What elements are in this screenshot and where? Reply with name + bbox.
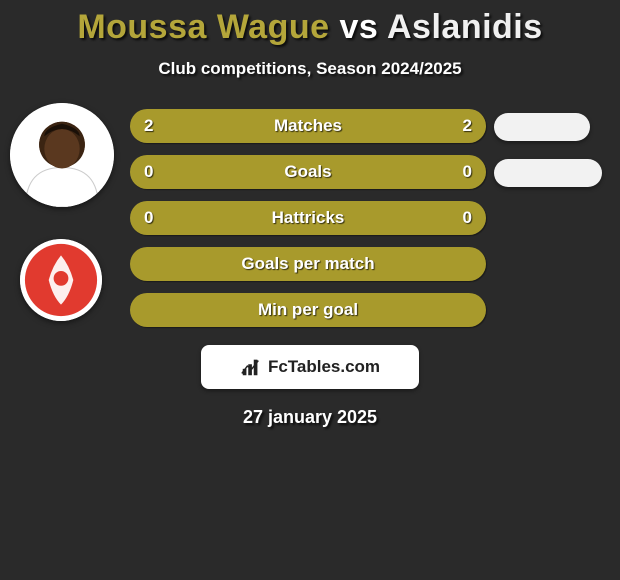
stat-label: Goals per match xyxy=(130,254,486,274)
source-badge: FcTables.com xyxy=(201,345,419,389)
stat-value-right: 0 xyxy=(454,208,472,228)
title-player2: Aslanidis xyxy=(387,8,543,46)
subtitle: Club competitions, Season 2024/2025 xyxy=(158,59,461,79)
bar-chart-icon xyxy=(240,356,262,378)
stat-value-left: 0 xyxy=(144,208,162,228)
player2-badge xyxy=(20,239,102,321)
stats-column: 2Matches20Goals00Hattricks0Goals per mat… xyxy=(130,109,490,327)
stat-label: Matches xyxy=(130,116,486,136)
stat-pill-min-per-goal: Min per goal xyxy=(130,293,486,327)
stat-value-left: 2 xyxy=(144,116,162,136)
right-ovals-column xyxy=(490,109,610,327)
date-label: 27 january 2025 xyxy=(243,407,377,428)
player2-indicator-1 xyxy=(494,159,602,187)
comparison-card: Moussa Wague vs Aslanidis Club competiti… xyxy=(0,0,620,580)
stat-value-left: 0 xyxy=(144,162,162,182)
stat-value-right: 2 xyxy=(454,116,472,136)
source-badge-text: FcTables.com xyxy=(268,357,380,377)
main-row: 2Matches20Goals00Hattricks0Goals per mat… xyxy=(0,109,620,327)
stat-label: Hattricks xyxy=(130,208,486,228)
stat-value-right: 0 xyxy=(454,162,472,182)
stat-pill-hattricks: 0Hattricks0 xyxy=(130,201,486,235)
page-title: Moussa Wague vs Aslanidis xyxy=(77,8,542,47)
club-badge-icon xyxy=(20,239,102,321)
player2-indicator-0 xyxy=(494,113,590,141)
title-vs: vs xyxy=(339,8,378,46)
player1-avatar xyxy=(10,103,114,207)
stat-label: Goals xyxy=(130,162,486,182)
stat-pill-matches: 2Matches2 xyxy=(130,109,486,143)
title-player1: Moussa Wague xyxy=(77,8,329,46)
avatar-column xyxy=(10,109,130,327)
stat-pill-goals: 0Goals0 xyxy=(130,155,486,189)
avatar-placeholder-icon xyxy=(10,103,114,207)
stat-pill-goals-per-match: Goals per match xyxy=(130,247,486,281)
stat-label: Min per goal xyxy=(130,300,486,320)
